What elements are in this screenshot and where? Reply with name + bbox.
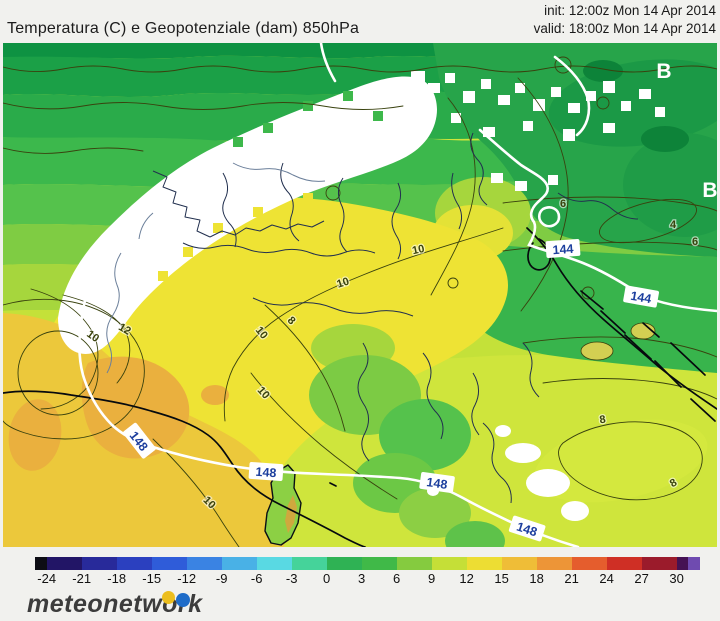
temp-contour-label: 6 <box>560 198 566 210</box>
colorbar-segment <box>466 557 502 570</box>
colorbar-segment <box>676 557 689 570</box>
colorbar-tick: 18 <box>529 571 544 586</box>
colorbar-tick: 3 <box>358 571 366 586</box>
pressure-low-label: B <box>656 60 671 83</box>
colorbar-segment <box>326 557 362 570</box>
logo-blue-dot-icon <box>176 593 190 607</box>
colorbar-tick: 24 <box>599 571 614 586</box>
geopotential-label: 144 <box>545 238 581 259</box>
colorbar-segment <box>35 557 47 570</box>
colorbar-tick: -24 <box>37 571 57 586</box>
colorbar-tick: 21 <box>564 571 579 586</box>
colorbar-segment <box>116 557 152 570</box>
svg-text:144: 144 <box>629 289 652 306</box>
colorbar-tick: -18 <box>107 571 127 586</box>
colorbar-segment <box>151 557 187 570</box>
colorbar-segment <box>361 557 397 570</box>
colorbar-tick: -21 <box>72 571 92 586</box>
colorbar-tick: 15 <box>494 571 509 586</box>
colorbar-tick: 30 <box>669 571 684 586</box>
colorbar-segment <box>186 557 222 570</box>
temperature-contours <box>3 56 717 547</box>
init-time: init: 12:00z Mon 14 Apr 2014 <box>544 3 716 18</box>
corsica-island <box>264 464 302 546</box>
colorbar-segment <box>606 557 642 570</box>
admin-borders-over-alps <box>106 162 326 374</box>
run-info: init: 12:00z Mon 14 Apr 2014 valid: 18:0… <box>534 2 716 38</box>
colorbar-segment <box>536 557 572 570</box>
colorbar-tick: 9 <box>428 571 436 586</box>
cool-patches-central <box>309 322 708 547</box>
temp-contour-label: 6 <box>692 236 698 248</box>
meteonetwork-logo: meteonetwork <box>27 590 227 620</box>
geopotential-label: 148 <box>419 471 455 494</box>
colorbar-segment <box>81 557 117 570</box>
colorbar-segment <box>641 557 677 570</box>
colorbar-segment <box>291 557 327 570</box>
colorbar-tick: 27 <box>634 571 649 586</box>
colorbar-segment <box>571 557 607 570</box>
temp-contour-label: 10 <box>335 276 350 291</box>
colorbar-segment <box>688 557 700 570</box>
alps-white-region <box>58 71 665 521</box>
colorbar-tick: -12 <box>177 571 197 586</box>
temp-contour-label: 8 <box>599 414 607 427</box>
colorbar-tick-labels: -24 -21 -18 -15 -12 -9 -6 -3 0 3 6 9 12 15 18 21 24 27 30 <box>35 571 700 587</box>
map-canvas: 144 144 148 148 148 148 B B 4 6 6 10 10 8 10 12 10 10 10 8 8 <box>3 43 717 547</box>
logo-text: meteonetwork <box>27 590 203 618</box>
colorbar-tick: 12 <box>459 571 474 586</box>
svg-text:148: 148 <box>515 520 539 540</box>
colorbar-segment <box>501 557 537 570</box>
svg-text:148: 148 <box>426 475 449 492</box>
geopotential-label: 148 <box>508 515 546 542</box>
temp-contour-label: 4 <box>670 219 677 231</box>
colorbar-segment <box>431 557 467 570</box>
temperature-colorbar <box>35 557 700 570</box>
logo-yellow-dot-icon <box>162 591 175 604</box>
colorbar-segment <box>46 557 82 570</box>
colorbar-tick: -9 <box>215 571 228 586</box>
geopotential-label: 144 <box>623 285 659 308</box>
map-header: Temperatura (C) e Geopotenziale (dam) 85… <box>0 0 720 43</box>
colorbar-tick: 0 <box>323 571 331 586</box>
colorbar-tick: -15 <box>142 571 162 586</box>
pressure-low-label: B <box>702 179 717 202</box>
temp-contour-label: 10 <box>411 243 425 257</box>
colorbar-segment <box>221 557 257 570</box>
colorbar-segment <box>396 557 432 570</box>
svg-text:144: 144 <box>552 242 574 257</box>
colorbar-tick: 6 <box>393 571 401 586</box>
svg-text:148: 148 <box>255 465 277 480</box>
colorbar-segment <box>256 557 292 570</box>
admin-borders <box>152 132 639 504</box>
map-title: Temperatura (C) e Geopotenziale (dam) 85… <box>7 20 360 37</box>
colorbar-tick: -3 <box>285 571 298 586</box>
geopotential-label: 148 <box>248 461 284 482</box>
valid-time: valid: 18:00z Mon 14 Apr 2014 <box>533 21 716 36</box>
colorbar-tick: -6 <box>250 571 263 586</box>
